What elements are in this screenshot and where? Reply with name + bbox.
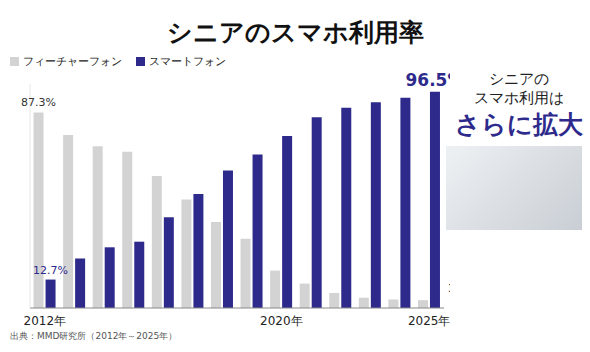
html-text:フィーチャーフォン: フィーチャーフォン xyxy=(23,55,122,68)
svg-text:2012年: 2012年 xyxy=(24,314,67,328)
svg-text:96.5%: 96.5% xyxy=(405,70,450,90)
html-text:スマホ利用は: スマホ利用は xyxy=(474,89,564,107)
svg-text:2020年: 2020年 xyxy=(260,314,303,328)
html-text:出典：MMD研究所（2012年～2025年）: 出典：MMD研究所（2012年～2025年） xyxy=(10,331,178,341)
svg-text:3.5%: 3.5% xyxy=(448,282,450,295)
html-text:シニアの: シニアの xyxy=(489,70,549,88)
svg-text:87.3%: 87.3% xyxy=(21,96,56,109)
html-text:スマートフォン: スマートフォン xyxy=(149,55,226,68)
html-text:さらに拡大: さらに拡大 xyxy=(455,110,583,139)
svg-text:12.7%: 12.7% xyxy=(33,264,68,277)
html-text:シニアのスマホ利用率: シニアのスマホ利用率 xyxy=(166,18,424,47)
svg-text:2025年: 2025年 xyxy=(408,314,450,328)
